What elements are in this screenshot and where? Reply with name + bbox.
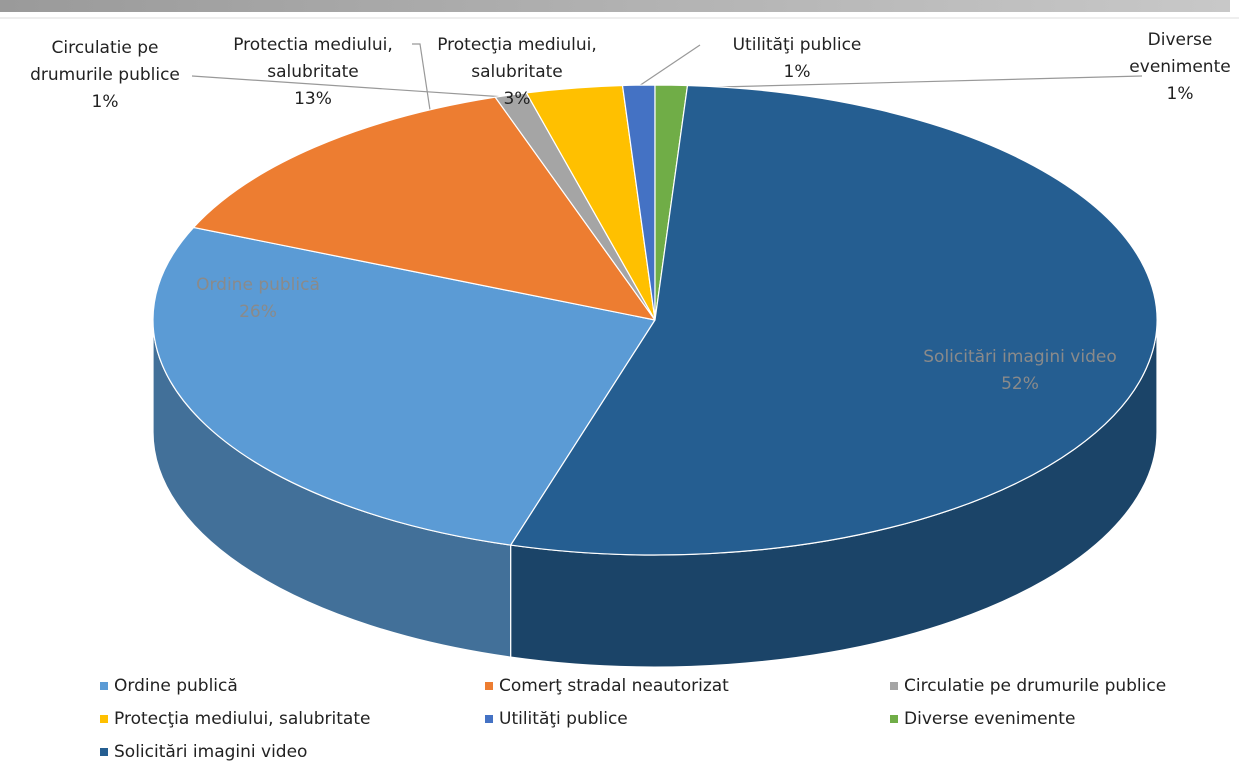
legend-swatch — [485, 682, 493, 690]
leader-line — [412, 43, 431, 111]
legend-swatch — [890, 715, 898, 723]
leader-line — [635, 44, 701, 89]
data-label-name: salubritate — [267, 62, 358, 82]
legend-label: Circulatie pe drumurile publice — [904, 676, 1166, 696]
data-label-name: Protectia mediului, — [233, 35, 393, 55]
data-label-name: Utilităţi publice — [733, 35, 862, 55]
data-label: 13% — [294, 89, 332, 109]
data-label: 3% — [504, 89, 531, 109]
legend-swatch — [100, 682, 108, 690]
data-label-name: evenimente — [1129, 57, 1230, 77]
slice — [152, 226, 656, 546]
legend-label: Solicitări imagini video — [114, 742, 307, 762]
data-label-name: drumurile publice — [30, 65, 180, 85]
leader-line — [679, 75, 1143, 89]
leader-line — [191, 75, 521, 99]
data-label: 1% — [1167, 84, 1194, 104]
data-label: 52% — [1001, 374, 1039, 394]
data-label-name: salubritate — [471, 62, 562, 82]
data-label-name: Diverse — [1148, 30, 1213, 50]
legend-swatch — [890, 682, 898, 690]
legend-label: Comerţ stradal neautorizat — [499, 676, 729, 696]
data-label-name: Circulatie pe — [52, 38, 159, 58]
legend-swatch — [100, 748, 108, 756]
legend-swatch — [100, 715, 108, 723]
legend-swatch — [485, 715, 493, 723]
slice — [192, 96, 657, 321]
legend-label: Ordine publică — [114, 676, 238, 696]
data-label-name: Solicitări imagini video — [923, 347, 1116, 367]
header-band — [0, 0, 1230, 12]
legend-label: Diverse evenimente — [904, 709, 1075, 729]
data-label: 1% — [92, 92, 119, 112]
slice — [509, 84, 1158, 556]
data-label-name: Protecţia mediului, — [437, 35, 597, 55]
data-label-name: Ordine publică — [196, 275, 320, 295]
leader-lines — [191, 43, 1143, 111]
legend-label: Protecţia mediului, salubritate — [114, 709, 370, 729]
data-label: 1% — [784, 62, 811, 82]
pie-tops — [152, 84, 1158, 556]
legend-label: Utilităţi publice — [499, 709, 628, 729]
data-label: 26% — [239, 302, 277, 322]
